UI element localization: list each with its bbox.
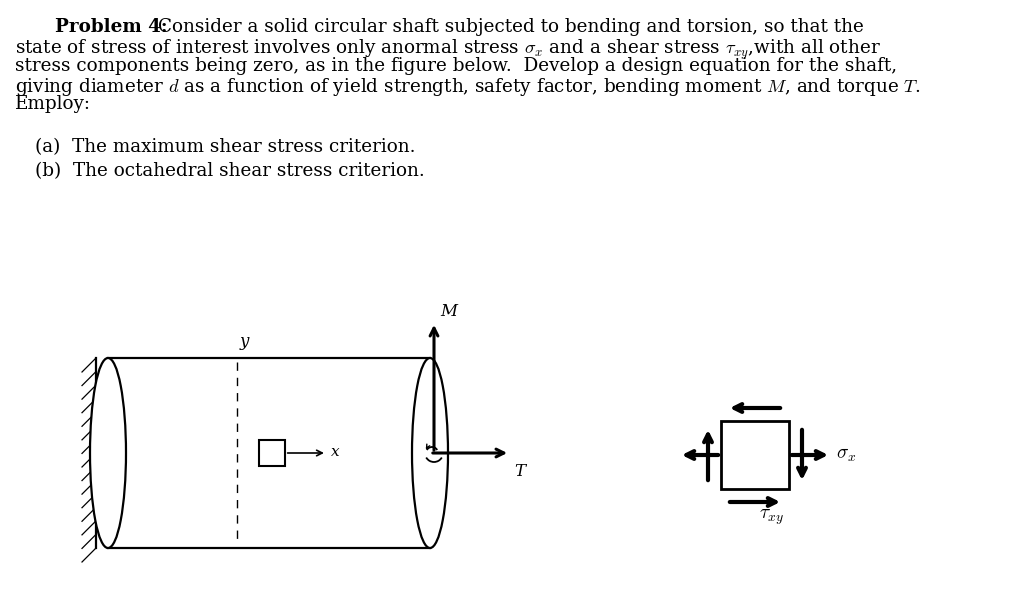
Text: Consider a solid circular shaft subjected to bending and torsion, so that the: Consider a solid circular shaft subjecte… [158, 18, 864, 36]
Text: Employ:: Employ: [15, 95, 91, 113]
Text: $\tau_{xy}$: $\tau_{xy}$ [759, 507, 784, 527]
Text: Problem 4:: Problem 4: [55, 18, 168, 36]
Text: stress components being zero, as in the figure below.  Develop a design equation: stress components being zero, as in the … [15, 57, 897, 75]
Text: state of stress of interest involves only anormal stress $\sigma_x$ and a shear : state of stress of interest involves onl… [15, 38, 881, 62]
Ellipse shape [90, 358, 126, 548]
Bar [721, 421, 790, 489]
Text: M: M [440, 303, 457, 320]
Ellipse shape [412, 358, 449, 548]
Bar [259, 440, 285, 466]
Text: (a)  The maximum shear stress criterion.: (a) The maximum shear stress criterion. [35, 138, 416, 156]
Text: giving diameter $d$ as a function of yield strength, safety factor, bending mome: giving diameter $d$ as a function of yie… [15, 76, 921, 98]
Text: y: y [240, 333, 249, 350]
Text: T: T [514, 463, 525, 480]
Text: $\sigma_x$: $\sigma_x$ [836, 446, 856, 464]
Text: x: x [331, 445, 339, 459]
Text: (b)  The octahedral shear stress criterion.: (b) The octahedral shear stress criterio… [35, 162, 425, 180]
